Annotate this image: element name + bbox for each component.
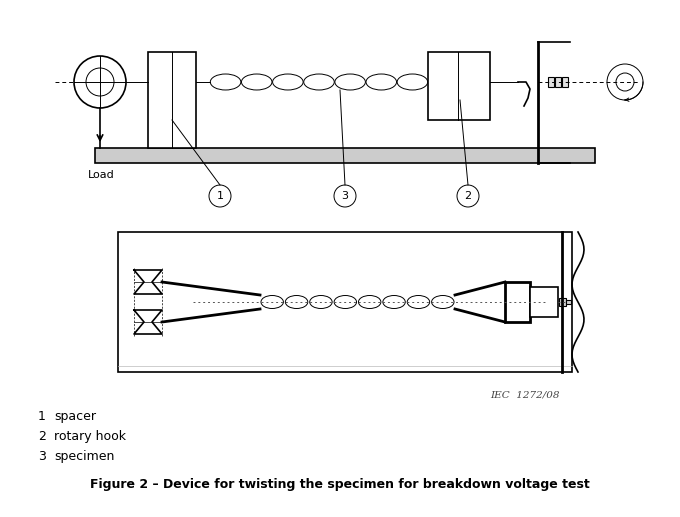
Text: 2: 2 [38,430,46,443]
Text: 2: 2 [464,191,471,201]
Bar [118,232,572,372]
Circle shape [607,64,643,100]
Text: 3: 3 [341,191,348,201]
Bar [505,282,530,322]
Bar [555,77,561,87]
Text: spacer: spacer [54,410,96,423]
Circle shape [616,73,634,91]
Bar [148,52,196,148]
Text: 1: 1 [38,410,46,423]
Text: 3: 3 [38,450,46,463]
Bar [95,148,595,163]
Bar [428,52,490,120]
Circle shape [86,68,114,96]
Text: Load: Load [88,170,115,180]
Text: Figure 2 – Device for twisting the specimen for breakdown voltage test: Figure 2 – Device for twisting the speci… [90,478,590,491]
Text: IEC  1272/08: IEC 1272/08 [490,390,560,399]
Text: specimen: specimen [54,450,114,463]
Circle shape [209,185,231,207]
Text: rotary hook: rotary hook [54,430,126,443]
Circle shape [74,56,126,108]
Circle shape [457,185,479,207]
Bar [566,300,571,304]
Bar [530,287,558,317]
Bar [562,77,568,87]
Circle shape [334,185,356,207]
Bar [559,298,566,306]
Text: 1: 1 [216,191,224,201]
Bar [548,77,554,87]
